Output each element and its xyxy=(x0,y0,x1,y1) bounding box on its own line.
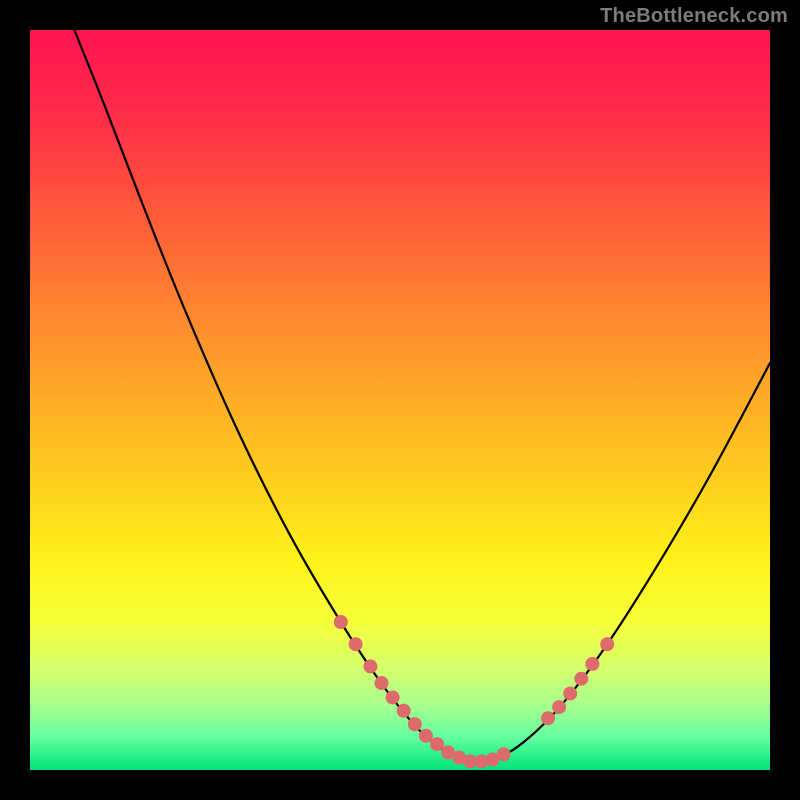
curve-marker xyxy=(497,747,511,761)
curve-marker xyxy=(419,729,433,743)
curve-marker xyxy=(541,711,555,725)
plot-background xyxy=(30,30,770,770)
curve-marker xyxy=(375,676,389,690)
curve-marker xyxy=(552,700,566,714)
curve-marker xyxy=(408,717,422,731)
curve-marker xyxy=(349,637,363,651)
curve-marker xyxy=(563,687,577,701)
curve-marker xyxy=(574,672,588,686)
curve-marker xyxy=(397,704,411,718)
curve-marker xyxy=(585,657,599,671)
chart-svg xyxy=(0,0,800,800)
curve-marker xyxy=(334,615,348,629)
curve-marker xyxy=(430,737,444,751)
chart-stage: TheBottleneck.com xyxy=(0,0,800,800)
curve-marker xyxy=(386,690,400,704)
curve-marker xyxy=(363,659,377,673)
curve-marker xyxy=(600,637,614,651)
watermark-text: TheBottleneck.com xyxy=(600,5,788,28)
